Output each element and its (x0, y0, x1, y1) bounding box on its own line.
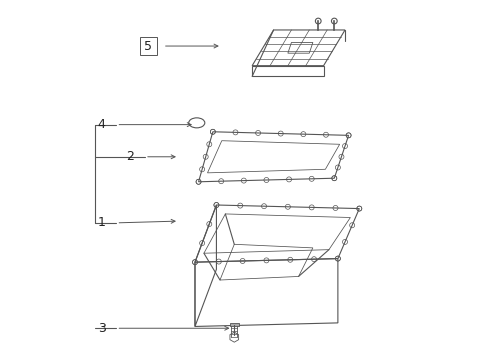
Text: 2: 2 (126, 150, 134, 163)
Text: 5: 5 (144, 40, 152, 53)
Text: 4: 4 (98, 118, 106, 131)
Text: 3: 3 (98, 322, 106, 335)
Text: 1: 1 (98, 216, 106, 229)
Polygon shape (230, 323, 239, 327)
